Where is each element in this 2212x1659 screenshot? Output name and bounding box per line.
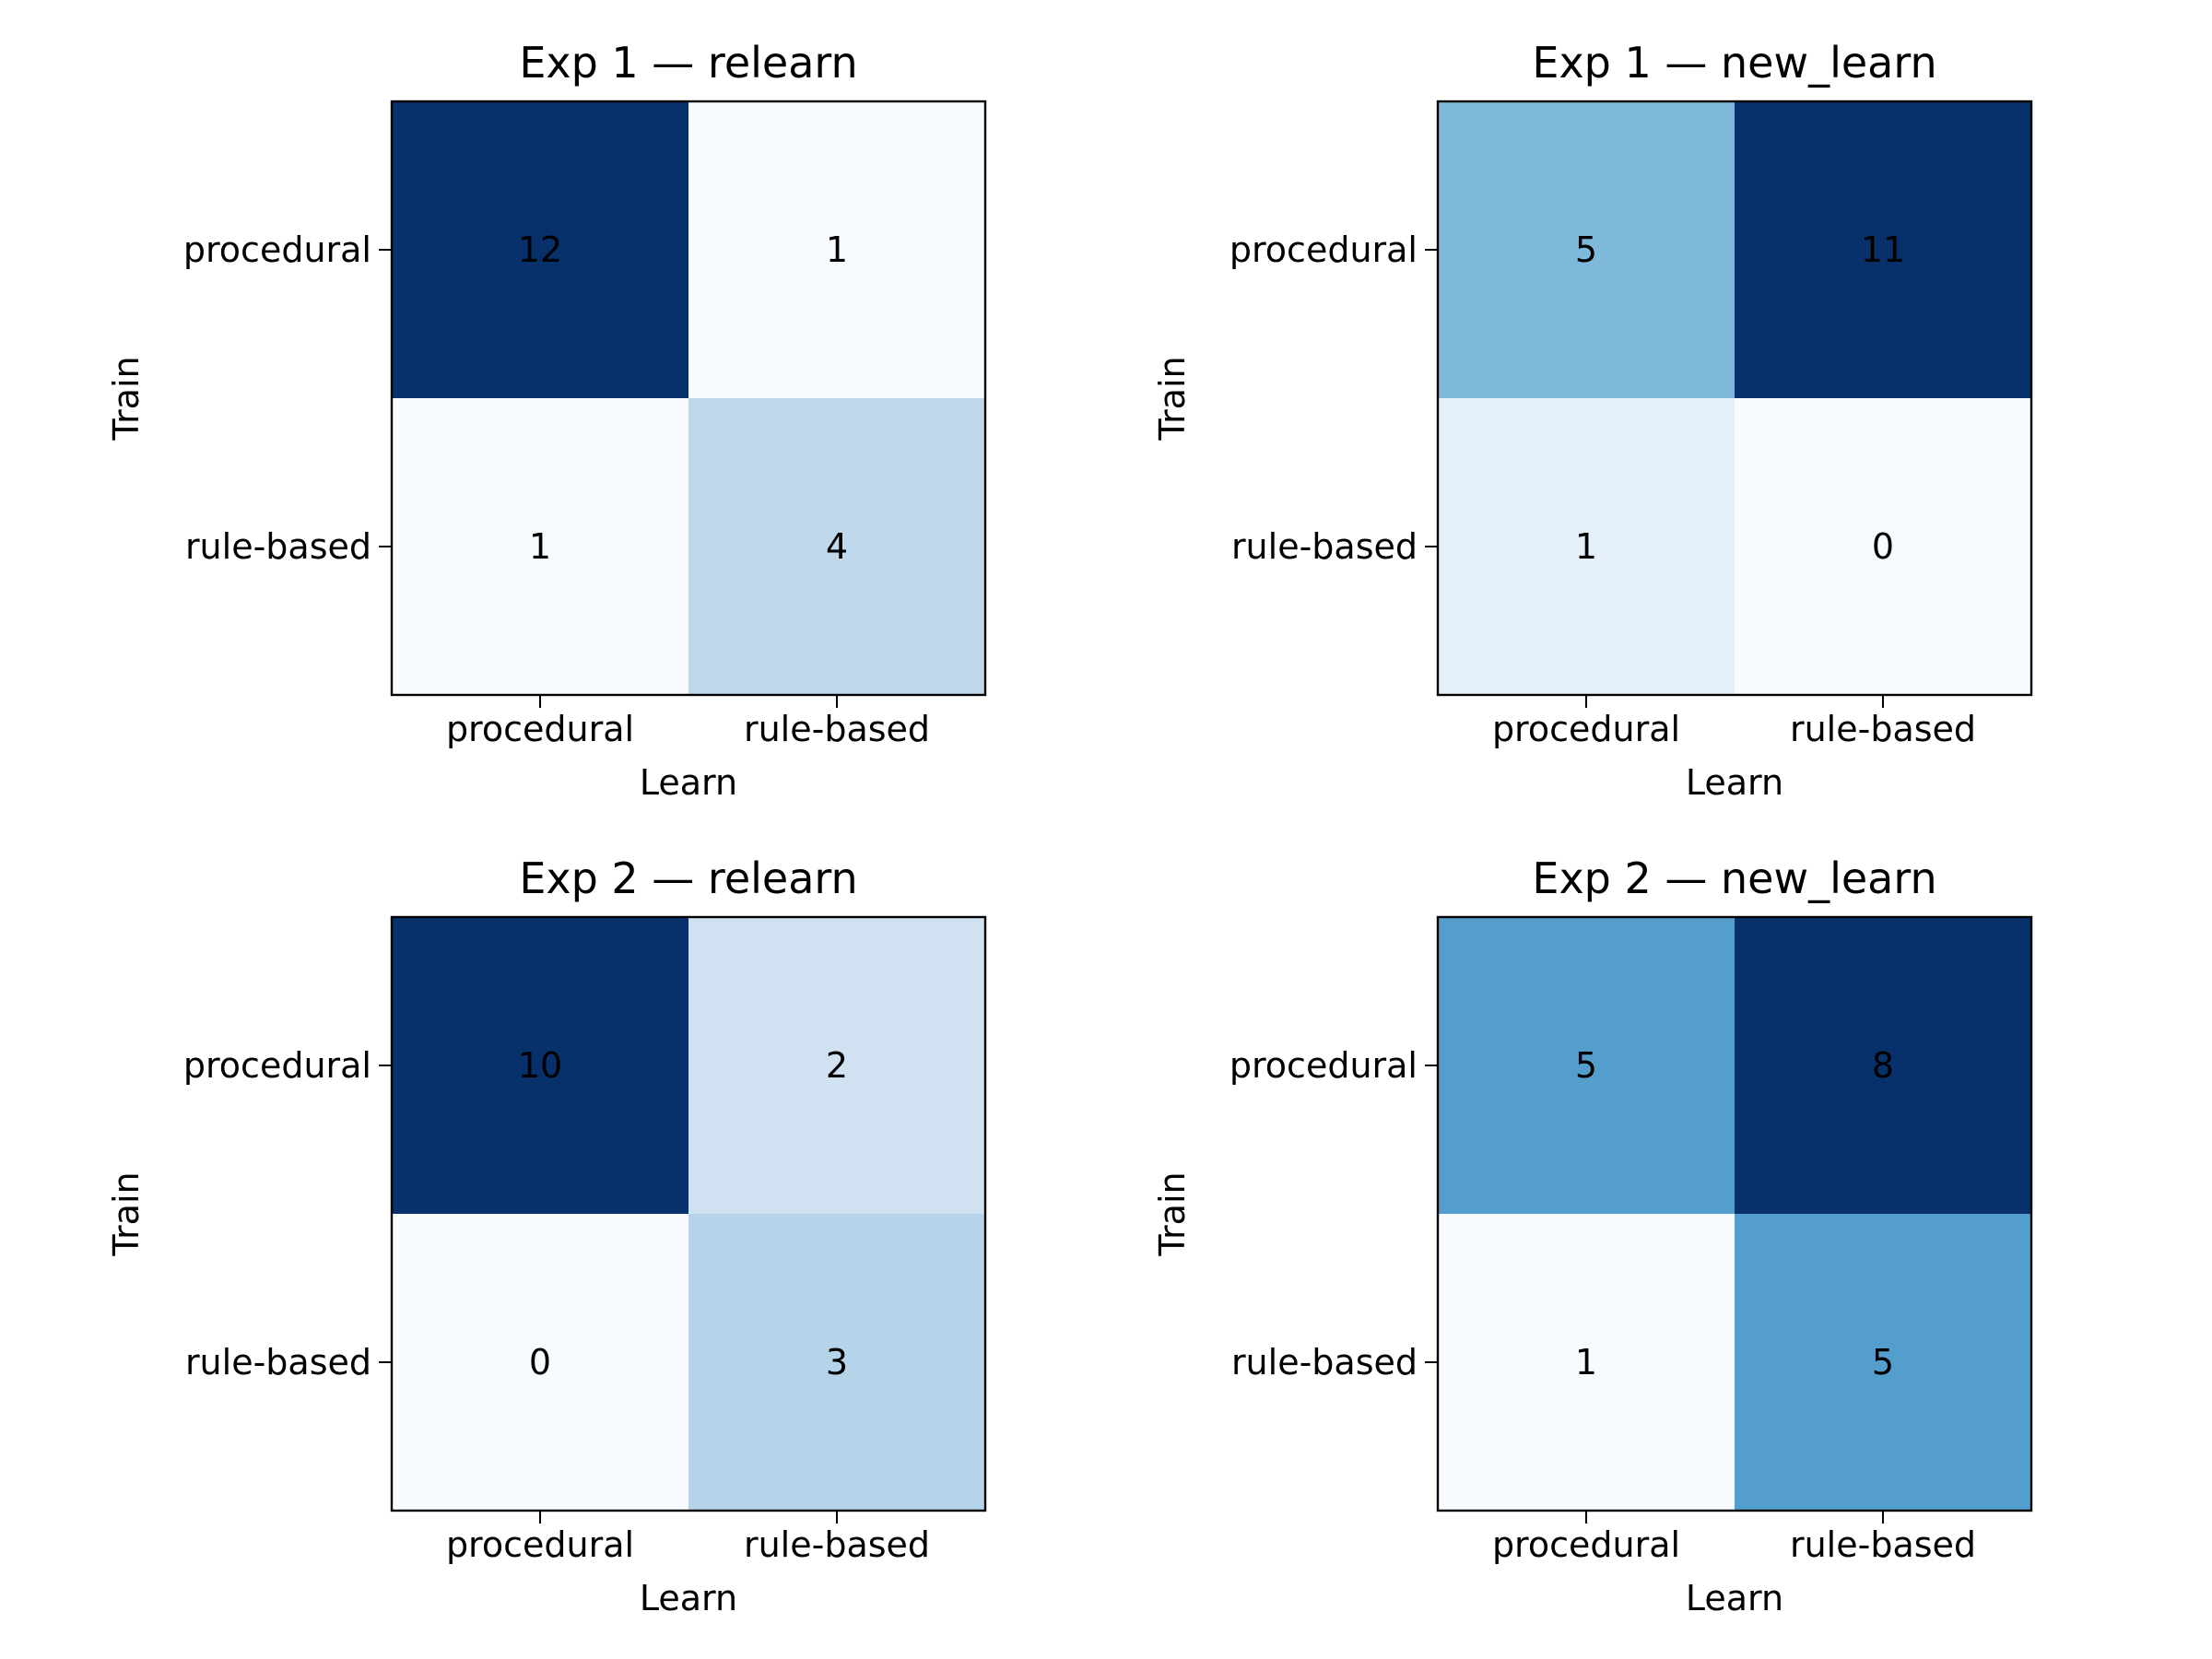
heatmap-cell-1-1 [688, 398, 985, 695]
heatmap-cell-0-0 [1438, 101, 1735, 398]
x-axis-label: Learn [640, 762, 737, 803]
cell-value-label: 10 [518, 1045, 562, 1086]
y-tick-label: rule-based [185, 1342, 371, 1382]
x-tick-label: rule-based [744, 1524, 930, 1565]
chart-title: Exp 1 — new_learn [1532, 38, 1936, 88]
axes-frame [1436, 100, 2033, 697]
heatmap-cell-1-1 [688, 1214, 985, 1511]
heatmap-cell-0-1 [1735, 917, 2031, 1214]
cell-value-label: 1 [529, 526, 551, 567]
cell-value-label: 1 [1575, 1342, 1597, 1382]
heatmap-cell-0-0 [392, 917, 688, 1214]
cell-value-label: 8 [1872, 1045, 1894, 1086]
axes-frame [1436, 915, 2033, 1512]
chart-title: Exp 2 — relearn [519, 853, 857, 903]
y-axis-label: Train [106, 356, 147, 441]
heatmap-cell-0-0 [1438, 917, 1735, 1214]
x-tick-label: procedural [1492, 709, 1680, 749]
x-tick-label: procedural [446, 1524, 634, 1565]
x-tick-label: procedural [1492, 1524, 1680, 1565]
cell-value-label: 3 [826, 1342, 848, 1382]
heatmap-cell-1-1 [1735, 1214, 2031, 1511]
y-axis-label: Train [106, 1171, 147, 1256]
x-tick-label: rule-based [1790, 709, 1976, 749]
y-tick-label: rule-based [185, 526, 371, 567]
heatmap-cell-0-1 [1735, 101, 2031, 398]
chart-title: Exp 1 — relearn [519, 38, 857, 88]
cell-value-label: 2 [826, 1045, 848, 1086]
x-tick-label: rule-based [1790, 1524, 1976, 1565]
heatmap-cell-0-0 [392, 101, 688, 398]
y-tick-label: rule-based [1231, 526, 1418, 567]
heatmap-cell-1-1 [1735, 398, 2031, 695]
y-tick-label: rule-based [1231, 1342, 1418, 1382]
axes-frame [390, 915, 987, 1512]
cell-value-label: 0 [1872, 526, 1894, 567]
cell-value-label: 1 [1575, 526, 1597, 567]
cell-value-label: 0 [529, 1342, 551, 1382]
y-axis-label: Train [1152, 356, 1193, 441]
cell-value-label: 5 [1575, 229, 1597, 270]
heatmap-panel-exp1-relearn: 12 1 1 4 procedural rule-based procedural rule-… [106, 38, 987, 803]
cell-value-label: 4 [826, 526, 848, 567]
x-axis-label: Learn [640, 1578, 737, 1618]
x-tick-label: procedural [446, 709, 634, 749]
axes-frame [390, 100, 987, 697]
y-tick-label: procedural [183, 229, 371, 270]
cell-value-label: 12 [518, 229, 562, 270]
heatmap-cell-1-0 [392, 398, 688, 695]
heatmap-cell-1-0 [392, 1214, 688, 1511]
x-tick-label: rule-based [744, 709, 930, 749]
cell-value-label: 5 [1872, 1342, 1894, 1382]
x-axis-label: Learn [1686, 1578, 1783, 1618]
cell-value-label: 5 [1575, 1045, 1597, 1086]
cell-value-label: 11 [1861, 229, 1905, 270]
heatmap-panel-exp2-relearn: 10 2 0 3 procedural rule-based procedural rule-… [106, 853, 987, 1618]
heatmap-cell-1-0 [1438, 1214, 1735, 1511]
x-axis-label: Learn [1686, 762, 1783, 803]
y-tick-label: procedural [1230, 1045, 1418, 1086]
y-tick-label: procedural [183, 1045, 371, 1086]
heatmap-cell-0-1 [688, 101, 985, 398]
cell-value-label: 1 [826, 229, 848, 270]
heatmap-cell-1-0 [1438, 398, 1735, 695]
heatmap-panel-exp2-new-learn: 5 8 1 5 procedural rule-based procedural rule-b… [1152, 853, 2033, 1618]
heatmap-cell-0-1 [688, 917, 985, 1214]
y-axis-label: Train [1152, 1171, 1193, 1256]
y-tick-label: procedural [1230, 229, 1418, 270]
chart-title: Exp 2 — new_learn [1532, 853, 1936, 903]
